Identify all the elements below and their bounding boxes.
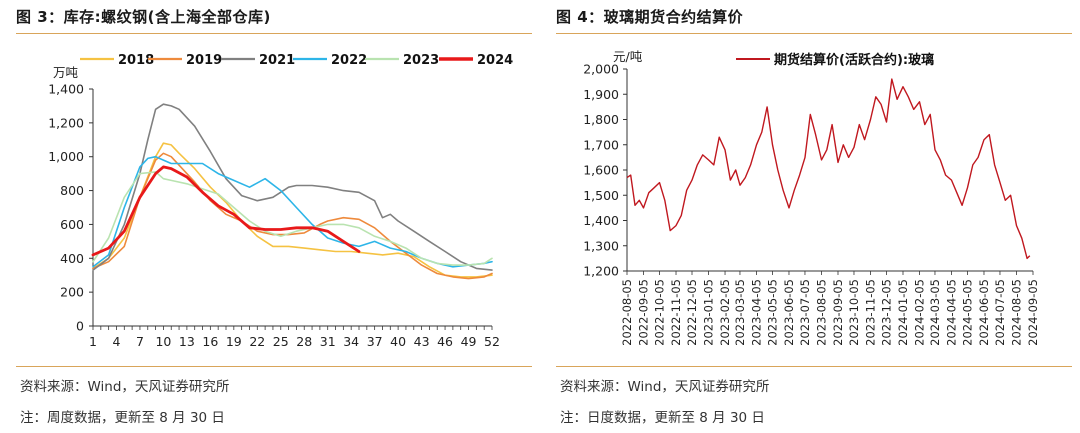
right-bottom-rule xyxy=(556,366,1072,367)
x-tick-label: 4 xyxy=(112,334,120,349)
x-tick-label: 52 xyxy=(484,334,500,349)
series-line-2021 xyxy=(92,103,493,271)
x-tick-label: 2024-06-05 xyxy=(977,279,991,346)
x-tick-label: 2024-03-05 xyxy=(928,279,942,346)
x-tick-label: 2022-08-05 xyxy=(620,279,634,346)
legend-label-2019: 2019 xyxy=(186,53,222,68)
y-tick-label: 1,200 xyxy=(48,115,84,130)
legend-label-2023: 2023 xyxy=(403,53,439,68)
x-tick-label: 2023-05-05 xyxy=(766,279,780,346)
right-top-rule xyxy=(556,33,1072,34)
left-top-rule xyxy=(16,33,532,34)
y-tick-label: 200 xyxy=(60,285,84,300)
series-line-2024 xyxy=(91,165,361,257)
x-tick-label: 49 xyxy=(461,334,477,349)
series-line-2019 xyxy=(92,152,493,280)
x-tick-label: 16 xyxy=(202,334,218,349)
y-tick-label: 1,800 xyxy=(583,112,619,127)
x-tick-label: 25 xyxy=(273,334,289,349)
y-tick-label: 1,500 xyxy=(583,188,619,203)
x-tick-label: 2023-04-05 xyxy=(750,279,764,346)
x-tick-label: 2024-04-05 xyxy=(945,279,959,346)
left-note-text: 注：周度数据，更新至 8 月 30 日 xyxy=(20,410,225,426)
y-axis-unit-label: 万吨 xyxy=(53,65,79,80)
x-tick-label: 2023-12-05 xyxy=(880,279,894,346)
y-tick-label: 800 xyxy=(60,183,84,198)
x-tick-label: 2024-07-05 xyxy=(993,279,1007,346)
x-tick-label: 2023-07-05 xyxy=(798,279,812,346)
left-panel: 图 3：库存:螺纹钢(含上海全部仓库) 万吨 0 200 400 600 800 1,000… xyxy=(16,0,532,433)
x-tick-label: 7 xyxy=(136,334,144,349)
x-tick-label: 2022-12-05 xyxy=(685,279,699,346)
legend-label-2024: 2024 xyxy=(477,53,513,68)
y-tick-label: 0 xyxy=(76,319,84,334)
x-tick-label: 2023-01-05 xyxy=(702,279,716,346)
legend-label-2021: 2021 xyxy=(259,53,295,68)
rebar-inventory-chart: 万吨 0 200 400 600 800 1,000 1,200 1,400 1 4 7 10 13 16 1… xyxy=(48,53,513,349)
x-tick-label: 2023-02-05 xyxy=(718,279,732,346)
y-tick-label: 1,400 xyxy=(48,82,84,97)
y-tick-label: 2,000 xyxy=(583,62,619,77)
y-axis-unit-label: 元/吨 xyxy=(613,49,643,64)
y-tick-label: 1,900 xyxy=(583,87,619,102)
x-tick-label: 13 xyxy=(179,334,195,349)
right-panel: 图 4：玻璃期货合约结算价 元/吨 1,200 1,300 1,400 1,500 1,6… xyxy=(556,0,1072,433)
x-tick-label: 2023-06-05 xyxy=(782,279,796,346)
x-tick-label: 2024-09-05 xyxy=(1026,279,1040,346)
x-tick-label: 19 xyxy=(226,334,242,349)
x-tick-label: 2022-11-05 xyxy=(669,279,683,346)
y-tick-label: 1,000 xyxy=(48,149,84,164)
x-tick-label: 2023-11-05 xyxy=(864,279,878,346)
series-line-glass-settlement xyxy=(626,78,1031,260)
left-source-text: 资料来源：Wind，天风证券研究所 xyxy=(20,379,230,395)
x-tick-label: 2024-08-05 xyxy=(1010,279,1024,346)
right-note-text: 注：日度数据，更新至 8 月 30 日 xyxy=(560,410,765,426)
series-line-2022 xyxy=(92,155,493,268)
x-tick-label: 22 xyxy=(249,334,265,349)
y-tick-label: 400 xyxy=(60,251,84,266)
x-tick-label: 34 xyxy=(343,334,359,349)
x-tick-label: 28 xyxy=(296,334,312,349)
y-tick-label: 1,300 xyxy=(583,238,619,253)
x-tick-label: 37 xyxy=(367,334,383,349)
legend-label: 期货结算价(活跃合约):玻璃 xyxy=(774,52,934,68)
series-line-2018 xyxy=(92,142,493,278)
legend-label-2022: 2022 xyxy=(331,53,367,68)
y-tick-label: 600 xyxy=(60,217,84,232)
x-tick-label: 2023-03-05 xyxy=(733,279,747,346)
left-chart-title: 图 3：库存:螺纹钢(含上海全部仓库) xyxy=(16,8,271,26)
x-tick-label: 2023-10-05 xyxy=(847,279,861,346)
x-tick-label: 43 xyxy=(414,334,430,349)
x-tick-label: 46 xyxy=(437,334,453,349)
left-bottom-rule xyxy=(16,366,532,367)
legend-label-2018: 2018 xyxy=(118,53,154,68)
x-tick-label: 2024-01-05 xyxy=(896,279,910,346)
y-tick-label: 1,600 xyxy=(583,163,619,178)
right-source-text: 资料来源：Wind，天风证券研究所 xyxy=(560,379,770,395)
x-tick-label: 2022-10-05 xyxy=(653,279,667,346)
x-tick-label: 2024-02-05 xyxy=(913,279,927,346)
x-tick-label: 1 xyxy=(89,334,97,349)
glass-futures-chart: 元/吨 1,200 1,300 1,400 1,500 1,600 1,700 1,800 1,… xyxy=(583,49,1040,346)
x-tick-label: 31 xyxy=(320,334,336,349)
series-line-2023 xyxy=(92,171,493,266)
x-tick-label: 2024-05-05 xyxy=(961,279,975,346)
x-tick-label: 40 xyxy=(390,334,406,349)
y-tick-label: 1,200 xyxy=(583,264,619,279)
right-chart-title: 图 4：玻璃期货合约结算价 xyxy=(556,8,744,26)
y-tick-label: 1,400 xyxy=(583,213,619,228)
x-tick-label: 10 xyxy=(155,334,171,349)
x-tick-label: 2022-09-05 xyxy=(637,279,651,346)
x-tick-label: 2023-09-05 xyxy=(831,279,845,346)
x-tick-label: 2023-08-05 xyxy=(815,279,829,346)
y-tick-label: 1,700 xyxy=(583,137,619,152)
